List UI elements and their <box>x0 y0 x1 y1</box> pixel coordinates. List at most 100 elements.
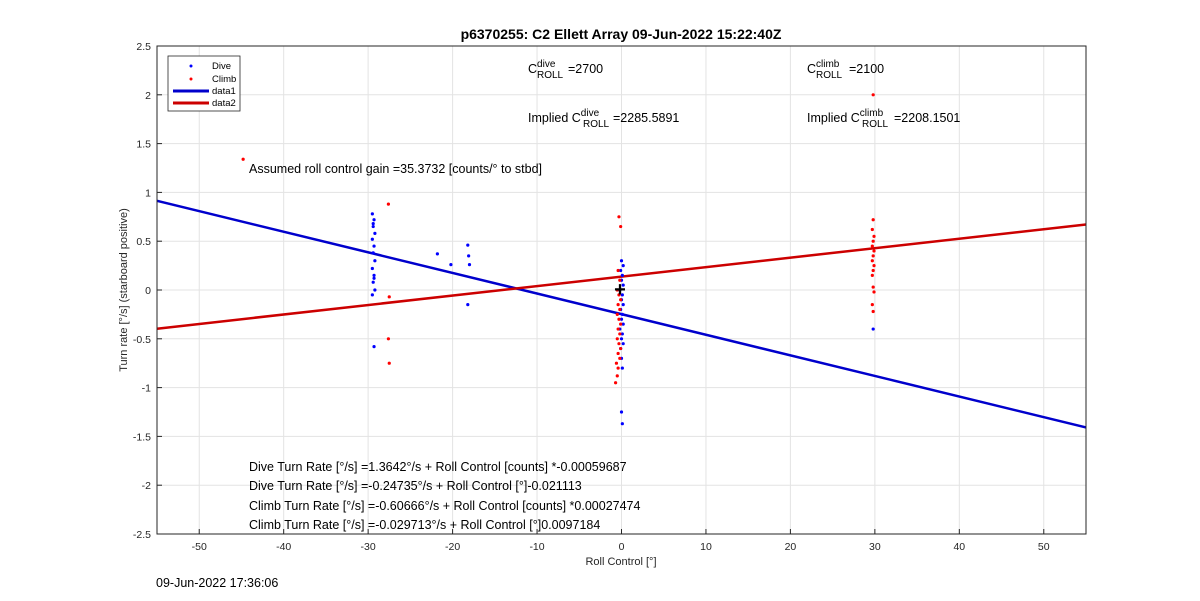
legend-data1-label: data1 <box>212 86 236 97</box>
point-dive <box>620 332 624 336</box>
y-tick-label: 0.5 <box>136 236 151 248</box>
implied-dive-sub: ROLL <box>583 119 610 130</box>
point-climb <box>871 268 875 273</box>
x-tick-label: 20 <box>785 541 797 553</box>
point-dive <box>620 422 624 426</box>
point-climb <box>618 307 622 312</box>
point-dive <box>620 366 624 370</box>
point-dive <box>467 254 471 258</box>
point-dive <box>619 259 624 263</box>
y-tick-label: -1 <box>142 383 151 395</box>
fit-line-3: Climb Turn Rate [°/s] =-0.60666°/s + Rol… <box>249 499 641 513</box>
point-dive <box>435 252 439 256</box>
point-dive <box>449 263 453 267</box>
point-dive <box>620 293 624 297</box>
point-dive <box>621 342 625 346</box>
y-tick-label: 1 <box>145 187 151 199</box>
fit-line-1: Dive Turn Rate [°/s] =1.3642°/s + Roll C… <box>249 460 627 474</box>
y-tick-label: -1.5 <box>133 431 151 443</box>
assumed-gain-annotation: Assumed roll control gain =35.3732 [coun… <box>249 162 542 176</box>
point-dive <box>371 280 375 284</box>
point-dive <box>466 243 470 247</box>
point-climb <box>871 254 875 258</box>
point-climb <box>871 218 875 222</box>
point-climb <box>870 273 874 277</box>
point-climb <box>617 215 621 219</box>
point-climb <box>615 337 619 341</box>
fit-line-4: Climb Turn Rate [°/s] =-0.029713°/s + Ro… <box>249 518 600 532</box>
x-tick-label: -30 <box>361 541 376 553</box>
point-climb <box>871 239 875 243</box>
point-dive <box>871 327 875 331</box>
c-roll-climb-value: =2100 <box>849 62 884 76</box>
point-dive <box>371 222 375 226</box>
point-climb <box>619 224 623 229</box>
implied-climb-prefix: Implied C <box>807 111 860 125</box>
y-tick-label: 2 <box>145 90 151 102</box>
point-dive <box>619 268 623 273</box>
x-tick-label: -50 <box>192 541 207 553</box>
chart-title: p6370255: C2 Ellett Array 09-Jun-2022 15… <box>461 26 782 42</box>
origin-plus-marker: + <box>614 279 626 301</box>
point-climb <box>870 259 874 263</box>
y-tick-label: 1.5 <box>136 139 151 151</box>
point-climb <box>616 303 620 307</box>
legend-dive-label: Dive <box>212 61 231 72</box>
y-tick-label: 2.5 <box>136 41 151 53</box>
legend-dive-marker <box>189 64 193 68</box>
point-dive <box>621 303 625 307</box>
point-climb <box>871 309 875 314</box>
legend-climb-marker <box>189 77 193 81</box>
point-dive <box>373 288 377 292</box>
legend-climb-label: Climb <box>212 74 236 85</box>
point-climb <box>617 342 621 346</box>
point-climb <box>616 351 620 356</box>
point-climb <box>618 356 622 360</box>
point-dive <box>370 266 374 271</box>
x-tick-label: 10 <box>700 541 712 553</box>
point-dive <box>619 317 624 321</box>
point-dive <box>373 259 377 263</box>
point-climb <box>618 278 622 282</box>
point-climb <box>619 346 623 351</box>
point-climb <box>616 268 620 273</box>
point-climb <box>619 322 623 326</box>
y-tick-label: -0.5 <box>133 334 151 346</box>
point-climb <box>618 332 622 336</box>
point-dive <box>372 276 376 280</box>
implied-climb-annotation: Implied Cclimb ROLL =2208.1501 <box>807 108 960 130</box>
point-climb <box>615 288 619 292</box>
point-climb <box>871 93 875 97</box>
x-axis-label: Roll Control [°] <box>585 556 656 568</box>
c-roll-dive-letter: C <box>528 62 537 76</box>
point-climb <box>387 361 391 365</box>
x-tick-label: -20 <box>445 541 460 553</box>
implied-dive-sup: dive <box>581 108 600 119</box>
point-dive <box>466 303 470 307</box>
c-roll-dive-annotation: Cdive ROLL =2700 <box>528 59 603 81</box>
point-climb <box>616 366 620 370</box>
point-climb <box>872 249 876 253</box>
point-climb <box>619 298 623 302</box>
fit-line-2: Dive Turn Rate [°/s] =-0.24735°/s + Roll… <box>249 479 582 493</box>
y-tick-label: -2.5 <box>133 529 151 541</box>
x-tick-label: 40 <box>953 541 965 553</box>
point-climb <box>386 337 391 341</box>
legend-data2-label: data2 <box>212 98 236 109</box>
implied-dive-annotation: Implied Cdive ROLL =2285.5891 <box>528 108 679 130</box>
point-dive <box>372 244 376 248</box>
point-dive <box>372 345 376 349</box>
point-climb <box>617 317 621 321</box>
x-tick-label: 50 <box>1038 541 1050 553</box>
point-climb <box>615 374 619 378</box>
point-dive <box>373 231 377 235</box>
point-climb <box>614 361 619 365</box>
point-dive <box>619 410 624 414</box>
c-roll-climb-letter: C <box>807 62 816 76</box>
point-dive <box>621 264 625 268</box>
x-tick-label: 30 <box>869 541 881 553</box>
axis-ticks: -50 -40 -30 -20 -10 0 10 20 30 40 50 2.5 2 1.5 1 0.5 0 -0… <box>133 41 1050 553</box>
point-dive <box>371 224 375 229</box>
x-tick-label: -40 <box>276 541 291 553</box>
